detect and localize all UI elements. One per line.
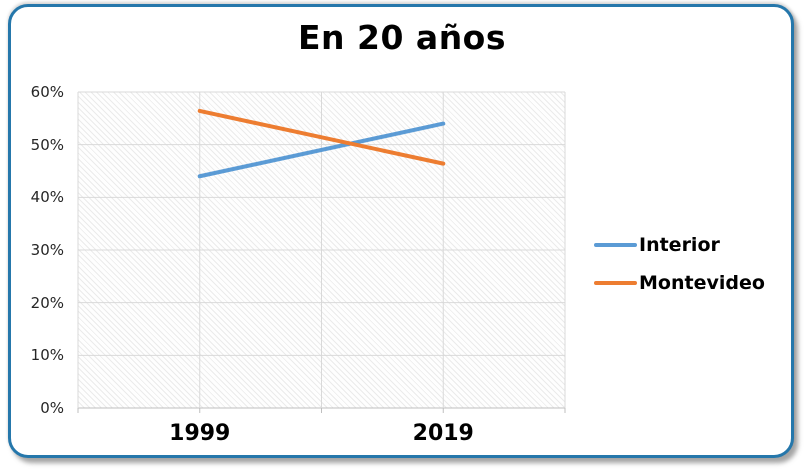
x-axis-label: 2019 bbox=[412, 421, 474, 446]
chart-title: En 20 años bbox=[297, 18, 506, 57]
legend-line-swatch-montevideo bbox=[594, 281, 637, 285]
series-line-interior bbox=[197, 121, 446, 179]
series-line-montevideo bbox=[197, 108, 446, 166]
y-axis-label: 60% bbox=[30, 83, 64, 101]
legend: Interior Montevideo bbox=[594, 226, 765, 302]
legend-item-montevideo: Montevideo bbox=[594, 264, 765, 302]
y-axis-label: 40% bbox=[30, 188, 64, 207]
plot-svg bbox=[77, 91, 566, 413]
legend-label: Montevideo bbox=[639, 272, 765, 294]
y-axis-label: 30% bbox=[30, 241, 64, 259]
legend-item-interior: Interior bbox=[594, 226, 765, 264]
y-axis-label: 0% bbox=[40, 399, 64, 417]
y-axis-label: 20% bbox=[30, 293, 64, 312]
legend-line-swatch-interior bbox=[594, 243, 637, 247]
y-axis-label: 50% bbox=[30, 135, 64, 154]
legend-label: Interior bbox=[639, 234, 720, 256]
y-axis-label: 10% bbox=[30, 346, 64, 365]
plot-area bbox=[77, 91, 566, 413]
x-axis-label: 1999 bbox=[169, 421, 231, 446]
